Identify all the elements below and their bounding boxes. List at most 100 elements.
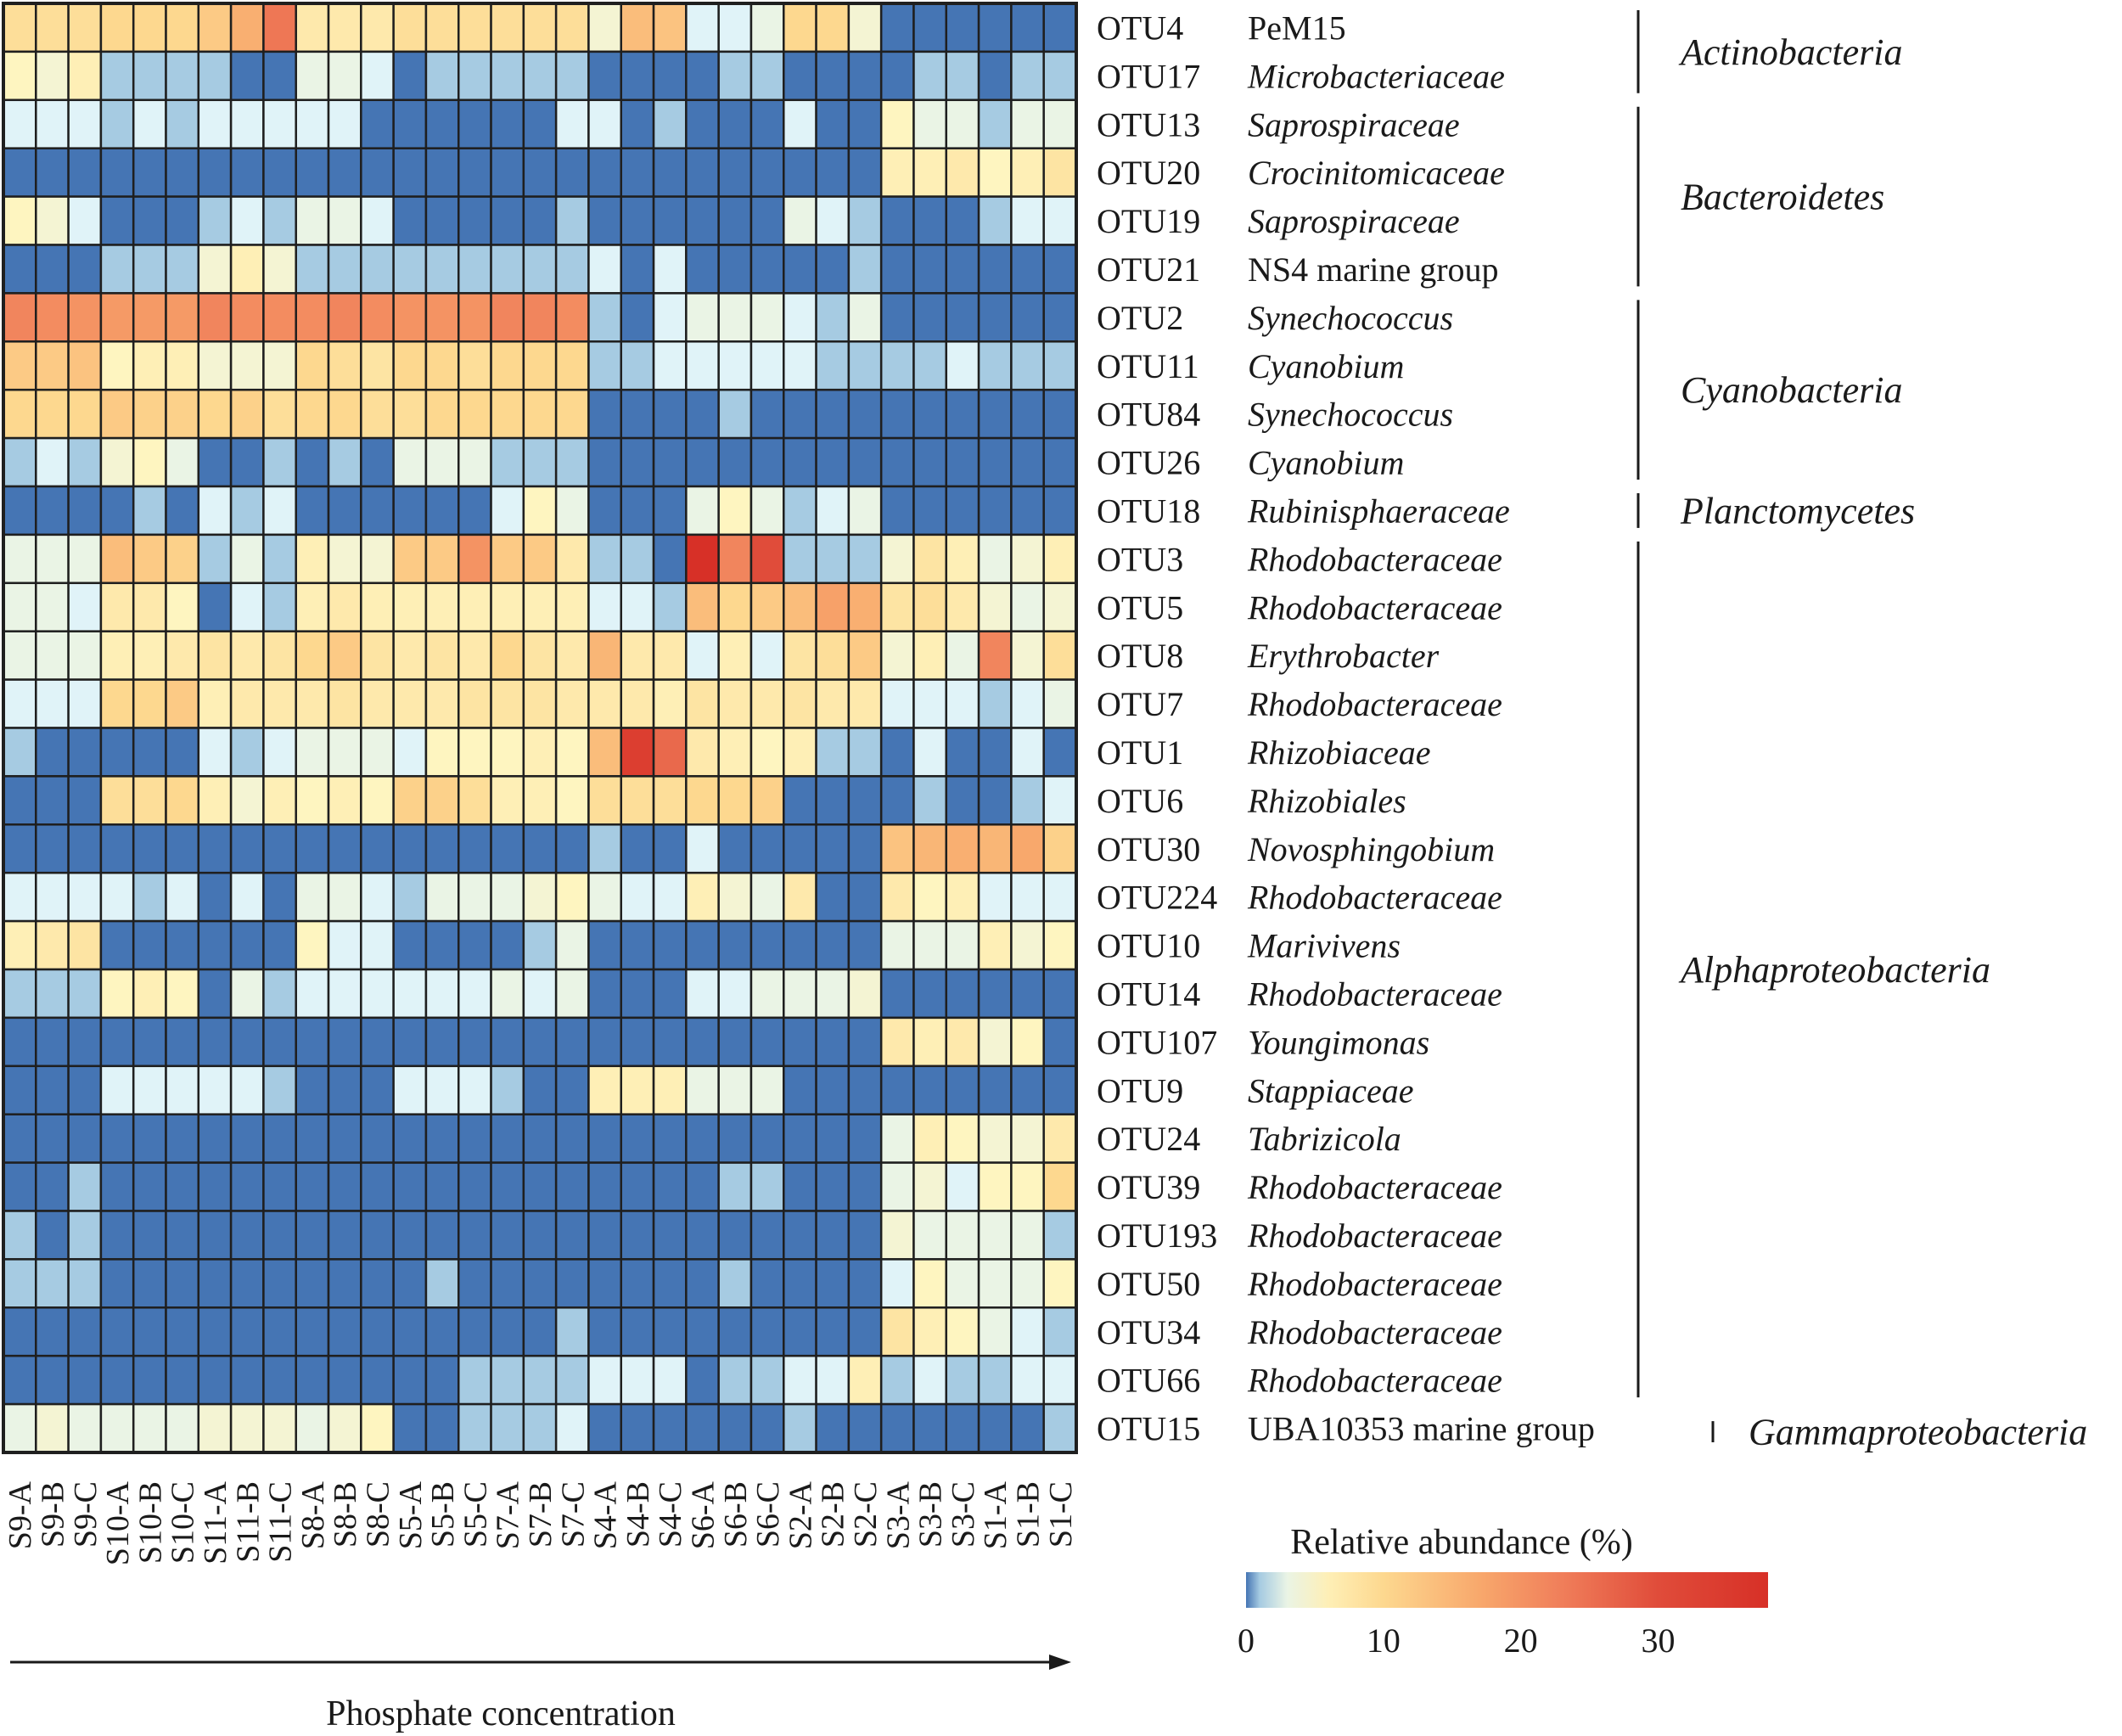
heatmap-cell [912, 630, 948, 681]
heatmap-cell [847, 1210, 883, 1261]
heatmap-cell [749, 1016, 785, 1068]
heatmap-cell [945, 98, 980, 149]
heatmap-cell [815, 1065, 850, 1115]
heatmap-cell [620, 147, 655, 198]
heatmap-cell [424, 1306, 460, 1357]
heatmap-cell [847, 727, 883, 778]
heatmap-cell [912, 775, 948, 826]
heatmap-cell [295, 2, 330, 53]
heatmap-cell [749, 630, 785, 681]
heatmap-cell [99, 775, 135, 826]
heatmap-cell [620, 630, 655, 681]
heatmap-cell [879, 485, 915, 537]
heatmap-cell [262, 388, 297, 440]
heatmap-cell [977, 244, 1013, 295]
heatmap-cell [587, 436, 623, 488]
heatmap-cell [327, 147, 362, 198]
heatmap-cell [783, 678, 817, 729]
heatmap-cell [749, 727, 785, 778]
heatmap-cell [165, 244, 200, 295]
row-taxon-label: Cyanobium [1248, 444, 1404, 482]
heatmap-cell [522, 436, 558, 488]
heatmap-cell [295, 244, 330, 295]
heatmap-cell [783, 727, 817, 778]
heatmap-cell [815, 147, 850, 198]
heatmap-cell [424, 1065, 460, 1115]
heatmap-cell [424, 775, 460, 826]
heatmap-cell [67, 2, 103, 53]
heatmap-cell [295, 388, 330, 440]
heatmap-cell [35, 388, 70, 440]
heatmap-cell [392, 195, 428, 246]
heatmap-cell [197, 50, 233, 102]
heatmap-cell [67, 823, 103, 874]
heatmap-cell [490, 968, 525, 1020]
heatmap-cell [490, 533, 525, 585]
heatmap-cell [587, 823, 623, 874]
heatmap-cell [262, 1065, 297, 1115]
column-label: S7-B [523, 1481, 559, 1548]
heatmap-cell [977, 485, 1013, 537]
heatmap-cell [99, 1306, 135, 1357]
heatmap-cell [945, 1210, 980, 1261]
heatmap-cell [229, 98, 265, 149]
heatmap-cell [197, 1402, 233, 1454]
heatmap-cell [229, 485, 265, 537]
heatmap-cell [327, 1016, 362, 1068]
heatmap-cell [457, 195, 492, 246]
heatmap-cells [2, 2, 1078, 1454]
heatmap-cell [847, 340, 883, 391]
heatmap-cell [522, 485, 558, 537]
heatmap-cell [815, 1258, 850, 1309]
heatmap-cell [554, 775, 590, 826]
heatmap-cell [945, 775, 980, 826]
heatmap-cell [554, 1113, 590, 1164]
heatmap-cell [815, 968, 850, 1020]
heatmap-cell [132, 1016, 167, 1068]
heatmap-cell [490, 1113, 525, 1164]
heatmap-cell [132, 2, 167, 53]
heatmap-cell [295, 1065, 330, 1115]
heatmap-cell [2, 50, 37, 102]
heatmap-cell [912, 533, 948, 585]
heatmap-cell [945, 823, 980, 874]
heatmap-cell [685, 1306, 720, 1357]
heatmap-cell [912, 147, 948, 198]
heatmap-cell [165, 1016, 200, 1068]
heatmap-cell [652, 485, 688, 537]
heatmap-cell [685, 147, 720, 198]
column-label: S7-A [491, 1480, 526, 1549]
column-label: S5-B [425, 1481, 461, 1548]
heatmap-cell [262, 630, 297, 681]
heatmap-cell [229, 292, 265, 343]
heatmap-cell [847, 919, 883, 971]
heatmap-cell [1010, 727, 1045, 778]
heatmap-cell [717, 1113, 753, 1164]
heatmap-cell [2, 1258, 37, 1309]
heatmap-cell [717, 678, 753, 729]
heatmap-cell [717, 147, 753, 198]
heatmap-cell [35, 871, 70, 923]
row-taxon-label: Synechococcus [1248, 396, 1453, 434]
heatmap-cell [197, 871, 233, 923]
heatmap-cell [620, 340, 655, 391]
heatmap-cell [912, 436, 948, 488]
heatmap-cell [847, 871, 883, 923]
heatmap-cell [262, 2, 297, 53]
heatmap-cell [132, 823, 167, 874]
heatmap-cell [1042, 1354, 1078, 1406]
heatmap-cell [262, 533, 297, 585]
heatmap-cell [977, 871, 1013, 923]
heatmap-cell [749, 388, 785, 440]
heatmap-cell [67, 919, 103, 971]
heatmap-cell [685, 919, 720, 971]
heatmap-cell [1010, 244, 1045, 295]
heatmap-cell [554, 485, 590, 537]
heatmap-cell [490, 1065, 525, 1115]
heatmap-cell [749, 919, 785, 971]
heatmap-cell [457, 871, 492, 923]
heatmap-cell [457, 485, 492, 537]
group-label: Gammaproteobacteria [1749, 1412, 2087, 1453]
column-label: S3-C [946, 1481, 981, 1548]
heatmap-cell [847, 244, 883, 295]
